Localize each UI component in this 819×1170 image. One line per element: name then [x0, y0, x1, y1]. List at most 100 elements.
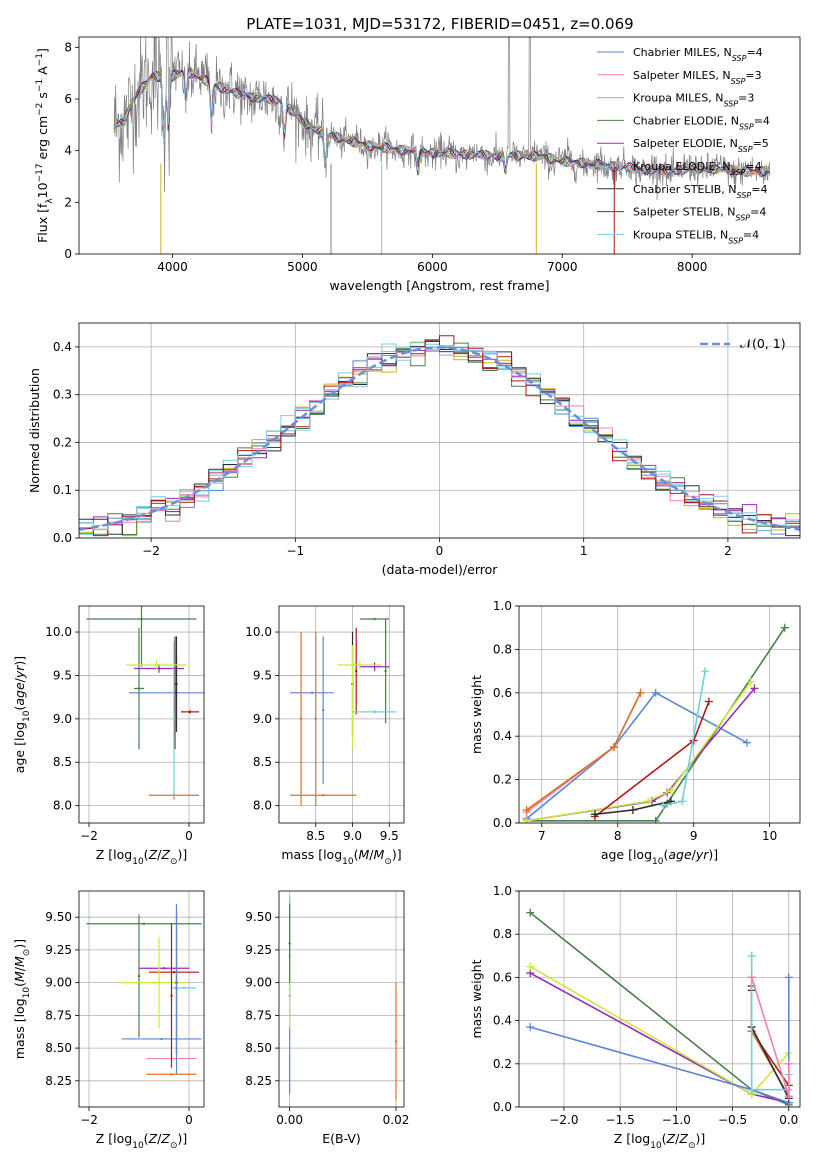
mass-weight-marker	[747, 973, 756, 982]
y-tick-label: 10.0	[45, 625, 72, 639]
plot-area	[288, 897, 398, 1101]
figure-title: PLATE=1031, MJD=53172, FIBERID=0451, z=0…	[246, 15, 633, 33]
data-point	[321, 708, 325, 712]
legend-subscript: SSP	[739, 122, 754, 131]
data-point	[314, 717, 317, 721]
legend-count: =3	[738, 92, 754, 105]
data-point	[140, 617, 143, 621]
plot-area	[290, 617, 397, 806]
x-tick-label: 6000	[417, 260, 448, 274]
data-point	[288, 987, 291, 991]
legend-text: Kroupa STELIB, N	[633, 228, 728, 241]
legend-text: Kroupa MILES, N	[633, 92, 723, 105]
y-tick-label: 9.00	[45, 976, 72, 990]
y-axis-label: mass [log10(M/M⊙)]	[12, 939, 32, 1059]
legend-subscript: SSP	[728, 236, 743, 245]
model-spectrum-line	[113, 67, 770, 177]
plot-area	[113, 37, 771, 254]
y-tick-label: 0.2	[493, 773, 512, 787]
panel-age_vs_Z: −2 0 8.0 8.5 9.0 9.5 10.0 Z [log10(Z/Z⊙)] age [l…	[12, 605, 205, 867]
x-tick-label: 10	[762, 829, 777, 843]
y-tick-label: 0.3	[53, 388, 72, 402]
data-point	[162, 967, 166, 970]
data-point	[321, 794, 325, 797]
panel-residuals: −2 −1 0 1 2 0.0 0.1 0.2 0.3 0.4 (data-model)/error…	[27, 322, 801, 577]
legend-label: Kroupa MILES, NSSP=3	[633, 92, 754, 109]
plot-area	[522, 623, 789, 823]
y-tick-label: 8.5	[253, 755, 272, 769]
y-tick-label: 8.25	[45, 1074, 72, 1088]
y-tick-label: 9.00	[245, 976, 272, 990]
y-tick-label: 8.50	[245, 1041, 272, 1055]
x-tick-label: 0	[185, 1113, 193, 1127]
y-axis-label: Normed distribution	[27, 368, 42, 493]
data-point	[175, 682, 178, 686]
mass-weight-marker	[747, 1085, 756, 1094]
mass-weight-line	[750, 990, 790, 1099]
legend-text: Salpeter MILES, N	[633, 69, 731, 82]
y-tick-label: 0.6	[493, 970, 512, 984]
x-tick-label: 4000	[157, 260, 188, 274]
legend-count: =4	[743, 228, 759, 241]
data-point	[157, 667, 161, 670]
data-point	[373, 710, 376, 714]
axes-frame	[278, 890, 405, 1108]
legend-text: Salpeter ELODIE, N	[633, 137, 738, 150]
data-point	[373, 617, 376, 621]
data-point	[299, 717, 303, 721]
x-tick-label: −1	[286, 544, 304, 558]
panel-spectrum: 4000 5000 6000 7000 8000 0 2 4 6 8 wavelength [Ang…	[35, 36, 801, 293]
x-axis-label: (data-model)/error	[382, 562, 499, 577]
data-point	[310, 691, 314, 694]
y-tick-label: 1.0	[493, 599, 512, 613]
legend-count: =4	[746, 46, 762, 59]
mass-weight-marker	[750, 684, 759, 693]
x-axis-label: Z [log10(Z/Z⊙)]	[614, 1131, 706, 1151]
y-axis-label: mass weight	[469, 959, 484, 1038]
x-tick-label: −2	[142, 544, 160, 558]
y-tick-label: 9.50	[245, 910, 272, 924]
y-tick-label: 8.0	[53, 799, 72, 813]
y-tick-label: 1.0	[493, 884, 512, 898]
mass-weight-marker	[780, 623, 789, 632]
data-point	[175, 987, 178, 991]
y-axis-label: age [log10(age/yr)]	[12, 656, 32, 773]
residual-histogram	[79, 335, 800, 537]
x-tick-label: 0.02	[383, 1113, 410, 1127]
legend-subscript: SSP	[732, 54, 747, 63]
legend-label: 𝒩(0, 1)	[740, 336, 786, 351]
mass-weight-line	[526, 681, 752, 822]
x-tick-label: 5000	[287, 260, 318, 274]
legend-label: Chabrier ELODIE, NSSP=4	[633, 114, 770, 130]
mass-weight-line	[663, 670, 706, 807]
mass-weight-marker	[526, 1023, 535, 1032]
axes-frame	[78, 890, 205, 1108]
x-tick-label: 8.5	[306, 829, 325, 843]
mass-weight-marker	[609, 743, 618, 752]
mass-weight-marker	[742, 738, 751, 747]
axes-frame	[78, 605, 205, 824]
data-point	[182, 986, 186, 990]
mass-weight-marker	[666, 786, 675, 795]
y-tick-label: 0.0	[53, 531, 72, 545]
mass-weight-marker	[526, 908, 535, 917]
y-tick-label: 0.8	[493, 642, 512, 656]
mass-weight-marker	[747, 951, 756, 960]
mass-weight-marker	[659, 801, 668, 810]
y-tick-label: 0.6	[493, 686, 512, 700]
y-tick-label: 8.50	[45, 1041, 72, 1055]
mass-weight-line	[526, 692, 642, 811]
y-tick-label: 9.25	[45, 943, 72, 957]
x-tick-label: 7000	[547, 260, 578, 274]
legend-subscript: SSP	[723, 99, 738, 108]
y-tick-label: 10.0	[245, 625, 272, 639]
data-point	[172, 970, 176, 974]
data-point	[155, 663, 158, 667]
data-point	[384, 669, 387, 673]
data-point	[170, 1073, 173, 1076]
y-tick-label: 0.2	[493, 1057, 512, 1071]
x-axis-label: age [log10(age/yr)]	[601, 847, 718, 867]
plot-area	[526, 908, 793, 1107]
legend-label: Kroupa STELIB, NSSP=4	[633, 228, 759, 245]
data-point	[351, 695, 354, 699]
